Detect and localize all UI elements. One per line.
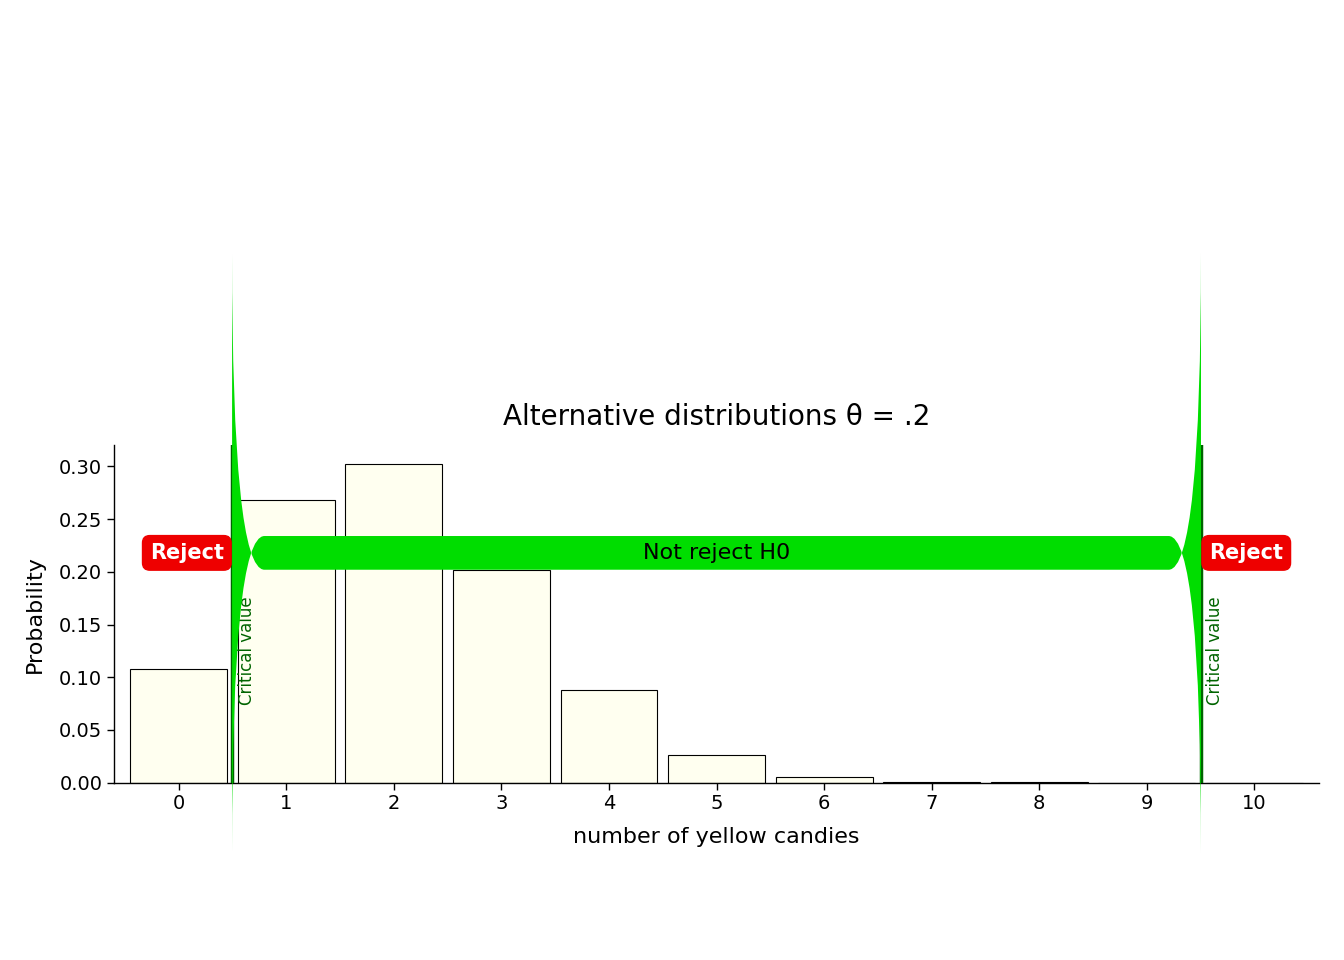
FancyBboxPatch shape xyxy=(233,253,1202,852)
Text: Reject: Reject xyxy=(149,542,224,563)
Bar xyxy=(775,777,872,782)
Text: Critical value: Critical value xyxy=(1206,596,1224,706)
Bar xyxy=(345,465,442,782)
Bar xyxy=(130,669,227,782)
Bar xyxy=(560,689,657,782)
Text: Not reject H0: Not reject H0 xyxy=(642,542,790,563)
X-axis label: number of yellow candies: number of yellow candies xyxy=(574,828,860,848)
Bar xyxy=(668,755,765,782)
Y-axis label: Probability: Probability xyxy=(26,555,44,673)
Title: Alternative distributions θ = .2: Alternative distributions θ = .2 xyxy=(503,402,930,431)
Bar xyxy=(453,570,550,782)
Bar xyxy=(238,500,335,782)
Text: Critical value: Critical value xyxy=(238,596,255,706)
Text: Reject: Reject xyxy=(1210,542,1284,563)
